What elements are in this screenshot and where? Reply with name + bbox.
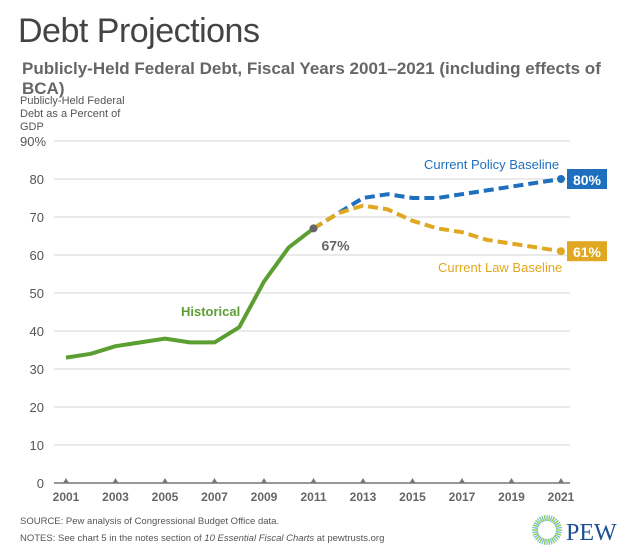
y-tick-label: 50: [30, 286, 44, 301]
logo-ray: [550, 516, 556, 523]
y-tick-label: 20: [30, 400, 44, 415]
x-tick-mark: [261, 478, 267, 483]
logo-ray: [550, 537, 556, 544]
logo-ray: [538, 516, 544, 523]
x-tick-mark: [112, 478, 119, 483]
y-axis-label: Publicly-Held Federal Debt as a Percent …: [20, 95, 125, 133]
logo-ray: [553, 535, 559, 541]
logo-ray: [541, 515, 545, 522]
series-line-historical: [65, 226, 315, 360]
logo-ray: [536, 518, 542, 524]
y-tick-label: 40: [30, 324, 44, 339]
split-point-marker: [309, 224, 318, 233]
notes: NOTES: See chart 5 in the notes section …: [20, 533, 384, 544]
logo-ray: [554, 521, 561, 527]
series-label-policy: Current Policy Baseline: [424, 157, 559, 172]
logo-ray: [547, 538, 551, 545]
logo-ray: [552, 518, 558, 524]
notes-prefix: NOTES: See chart 5 in the notes section …: [20, 533, 205, 544]
x-tick-label: 2007: [201, 490, 228, 504]
x-tick-label: 2005: [152, 490, 179, 504]
logo-ray: [552, 536, 558, 542]
pew-sunburst-icon: PEW: [532, 515, 617, 546]
series-line-current-law-baseline: [312, 203, 562, 254]
source-note: SOURCE: Pew analysis of Congressional Bu…: [20, 516, 280, 527]
end-badge-policy: [567, 169, 607, 189]
x-tick-mark: [162, 478, 168, 483]
split-point-label: 67%: [322, 237, 351, 253]
logo-ray: [549, 538, 553, 545]
logo-ray: [555, 524, 562, 528]
pew-logo: PEW: [530, 512, 620, 548]
logo-ray: [533, 533, 540, 539]
logo-ray: [535, 535, 541, 541]
logo-ray: [532, 524, 539, 528]
x-tick-label: 2015: [399, 490, 426, 504]
y-tick-label: 60: [30, 248, 44, 263]
debt-chart: 0 10 20 30 40 50 60 70 80 90% 2001 2003 2005 2007 2009…: [20, 134, 607, 504]
x-tick-label: 2017: [449, 490, 476, 504]
y-tick-label: 0: [37, 476, 44, 491]
logo-ray: [538, 537, 544, 544]
logo-ray: [555, 530, 562, 534]
y-tick-label: 80: [30, 172, 44, 187]
y-tick-label: 70: [30, 210, 44, 225]
x-tick-label: 2003: [102, 490, 129, 504]
x-tick-mark: [63, 478, 69, 483]
logo-ray: [543, 515, 547, 522]
y-tick-label: 10: [30, 438, 44, 453]
logo-ray: [555, 526, 562, 530]
end-marker-law: [557, 247, 565, 256]
chart-subtitle: Publicly-Held Federal Debt, Fiscal Years…: [22, 59, 601, 98]
end-label-law: 61%: [573, 244, 602, 260]
series-label-historical: Historical: [181, 304, 240, 319]
logo-ray: [532, 530, 539, 534]
logo-ray: [532, 532, 539, 536]
x-tick-label: 2001: [53, 490, 80, 504]
end-badge-law: [567, 241, 607, 262]
series-line-current-policy-baseline: [312, 177, 562, 231]
end-marker-policy: [557, 175, 565, 183]
series-label-law: Current Law Baseline: [438, 260, 562, 275]
logo-ray: [535, 519, 541, 525]
notes-title: 10 Essential Fiscal Charts: [204, 533, 315, 544]
x-tick-mark: [310, 478, 317, 483]
logo-ray: [553, 519, 559, 525]
x-tick-mark: [211, 478, 218, 483]
logo-text: PEW: [566, 520, 617, 546]
logo-ray: [549, 515, 553, 522]
x-tick-label: 2019: [498, 490, 525, 504]
x-tick-mark: [409, 478, 416, 483]
logo-ray: [533, 521, 540, 527]
x-tick-label: 2011: [300, 490, 326, 504]
y-tick-label: 90%: [20, 134, 46, 149]
y-tick-label: 30: [30, 362, 44, 377]
notes-suffix: at pewtrusts.org: [314, 533, 385, 544]
logo-ray: [532, 526, 539, 530]
logo-ray: [536, 536, 542, 542]
x-tick-label: 2013: [350, 490, 377, 504]
logo-ray: [555, 532, 562, 536]
logo-ray: [543, 538, 547, 545]
x-tick-mark: [558, 478, 564, 483]
x-tick-label: 2021: [548, 490, 575, 504]
logo-ray: [541, 538, 545, 545]
x-tick-label: 2009: [251, 490, 278, 504]
page-title: Debt Projections: [18, 12, 260, 50]
x-tick-mark: [508, 478, 515, 483]
end-label-policy: 80%: [573, 172, 602, 188]
logo-ray: [547, 515, 551, 522]
x-tick-mark: [459, 478, 465, 483]
logo-ray: [554, 533, 561, 539]
x-tick-mark: [360, 478, 366, 483]
